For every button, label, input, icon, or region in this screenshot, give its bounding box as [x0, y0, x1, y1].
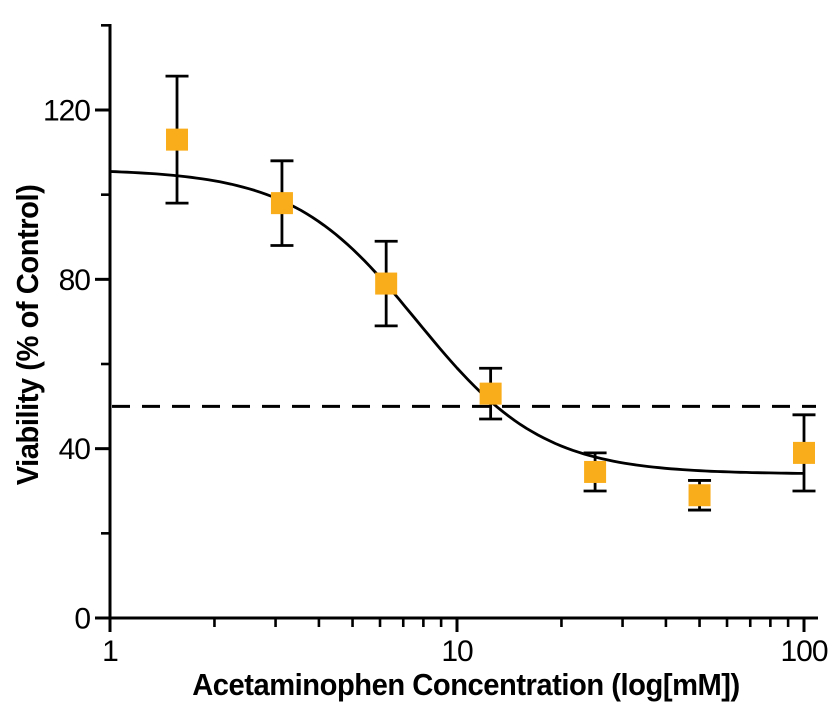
y-axis-title: Viability (% of Control) — [10, 184, 45, 486]
x-tick-label: 1 — [102, 635, 118, 668]
data-point-marker — [793, 441, 815, 464]
y-tick-label: 120 — [43, 95, 90, 128]
data-point-marker — [479, 382, 502, 405]
fit-curve — [109, 170, 804, 475]
y-tick-label: 0 — [74, 603, 90, 636]
data-point-marker — [688, 484, 711, 507]
y-tick-label: 80 — [59, 264, 91, 297]
data-point-marker — [584, 460, 607, 483]
data-point-marker — [375, 272, 398, 295]
x-tick-label: 10 — [441, 635, 473, 668]
x-axis-title: Acetaminophen Concentration (log[mM]) — [192, 667, 740, 702]
data-point-marker — [166, 128, 189, 151]
x-tick-label: 100 — [780, 635, 827, 668]
y-tick-label: 40 — [59, 433, 91, 466]
data-point-marker — [270, 192, 293, 215]
